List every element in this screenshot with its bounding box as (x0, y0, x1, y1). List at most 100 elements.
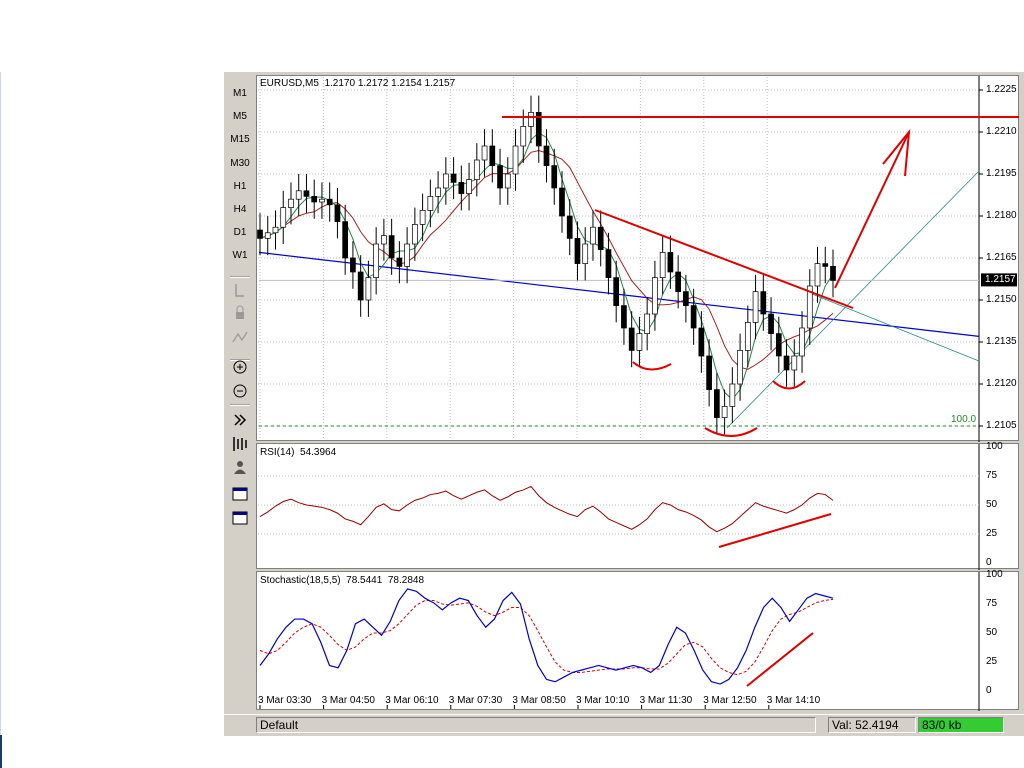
red-arrow-head (882, 128, 911, 177)
price-tick-label: 1.2120 (986, 378, 1017, 389)
candle-body (512, 145, 519, 175)
window-icon[interactable] (230, 508, 250, 528)
candle-body (528, 112, 534, 127)
x-axis-label: 3 Mar 06:10 (385, 695, 439, 706)
red-rsi-divergence-line (718, 513, 832, 548)
bar-chart-icon[interactable] (230, 434, 250, 454)
candle-body (814, 263, 821, 287)
candle-body (551, 165, 558, 189)
timeframe-m5-button[interactable]: M5 (233, 111, 247, 123)
x-axis-label: 3 Mar 03:30 (258, 695, 312, 706)
candle-body (334, 204, 341, 222)
timeframe-m15-button[interactable]: M15 (230, 134, 250, 146)
red-neckline (594, 209, 854, 309)
candle-body (272, 226, 279, 234)
timeframe-d1-button[interactable]: D1 (233, 227, 247, 239)
lock-icon[interactable] (230, 304, 250, 324)
x-axis-label: 3 Mar 14:10 (766, 695, 821, 706)
stochastic-label: Stochastic(18,5,5) 78.5441 78.2848 (260, 575, 425, 586)
rsi-tick-label: 0 (986, 557, 992, 568)
main-chart-pane[interactable]: EURUSD,M5 1.2170 1.2172 1.2154 1.2157 1.… (256, 75, 1019, 442)
candle-body (264, 232, 271, 239)
red-right-shoulder-mark (772, 380, 806, 390)
candle-body (605, 249, 612, 278)
price-tick-label: 1.2195 (986, 168, 1017, 179)
candle-body (783, 355, 790, 371)
status-traffic: 83/0 kb (918, 717, 1004, 733)
scroll-right-icon[interactable] (230, 410, 250, 430)
stochastic-pane[interactable]: Stochastic(18,5,5) 78.5441 78.2848 100 75… (256, 569, 1019, 711)
red-stochastic-trend-line (746, 632, 814, 687)
stochastic-tick-label: 75 (986, 598, 998, 609)
x-axis-label: 3 Mar 10:10 (576, 695, 630, 706)
chart-canvas (258, 444, 980, 570)
window-icon[interactable] (230, 484, 250, 504)
rsi-tick-label: 50 (986, 499, 998, 510)
timeframe-m1-button[interactable]: M1 (233, 88, 247, 99)
candle-body (566, 215, 573, 239)
person-icon[interactable] (230, 457, 250, 477)
candle-body (652, 277, 658, 315)
rsi-tick-label: 75 (986, 470, 998, 481)
candle-body (698, 327, 705, 357)
window-edge (0, 735, 2, 768)
candle-body (342, 221, 349, 259)
candle-body (481, 145, 488, 161)
current-price-label: 1.2157 (985, 274, 1016, 286)
candle-body (667, 252, 674, 273)
candle-body (729, 383, 736, 407)
candle-body (822, 263, 829, 267)
candle-body (675, 271, 681, 292)
candle-body (737, 350, 743, 385)
candle-body (683, 291, 689, 306)
timeframe-w1-button[interactable]: W1 (232, 250, 248, 262)
candle-body (799, 327, 805, 357)
toolbar-separator (230, 404, 250, 406)
price-tick-label: 1.2150 (986, 294, 1017, 305)
candle-body (412, 224, 418, 245)
candle-body (419, 210, 426, 225)
red-left-shoulder-mark (632, 361, 672, 371)
price-tick-label: 1.2225 (986, 84, 1017, 95)
chart-canvas (257, 76, 1019, 442)
candle-body (806, 285, 813, 329)
candle-body (613, 277, 620, 306)
candle-body (357, 271, 364, 301)
candle-body (497, 165, 503, 189)
candle-body (791, 355, 798, 371)
red-head-mark (704, 427, 758, 437)
current-price-box (981, 273, 1017, 287)
candle-body (326, 198, 333, 206)
candle-body (319, 198, 325, 203)
symbol-info-label: EURUSD,M5 1.2170 1.2172 1.2154 1.2157 (260, 78, 456, 89)
candle-body (644, 313, 651, 334)
zoom-out-icon[interactable] (230, 381, 250, 401)
candle-body (435, 187, 441, 197)
timeframe-h4-button[interactable]: H4 (233, 204, 247, 215)
candle-body (768, 313, 774, 334)
stochastic-signal-line (259, 598, 834, 676)
pen-icon[interactable] (230, 328, 250, 348)
candle-body (659, 252, 666, 278)
zoom-in-icon[interactable] (230, 357, 250, 377)
cursor-tool-icon[interactable] (230, 281, 250, 301)
timeframe-m30-button[interactable]: M30 (230, 157, 250, 169)
candle-body (388, 235, 395, 259)
candle-body (450, 173, 457, 183)
candle-body (830, 266, 836, 281)
timeframe-h1-button[interactable]: H1 (233, 180, 247, 192)
fib-level-label: 100.0 (951, 414, 977, 425)
toolbar-separator (230, 276, 250, 278)
candle-body (621, 305, 627, 329)
status-profile: Default (256, 717, 816, 733)
candle-body (489, 145, 496, 166)
candle-body (590, 226, 596, 245)
rsi-pane[interactable]: RSI(14) 54.3964 100 75 50 25 0 (256, 441, 1019, 570)
price-tick-label: 1.2180 (986, 210, 1017, 221)
chart-toolbar: M1 M5 M15 M30 H1 H4 D1 W1 (228, 84, 252, 532)
status-bar: Default Val: 52.4194 83/0 kb (224, 714, 1024, 736)
rsi-tick-label: 25 (986, 528, 998, 539)
stochastic-main-line (259, 588, 834, 685)
candle-body (473, 159, 480, 180)
candle-body (427, 196, 434, 211)
